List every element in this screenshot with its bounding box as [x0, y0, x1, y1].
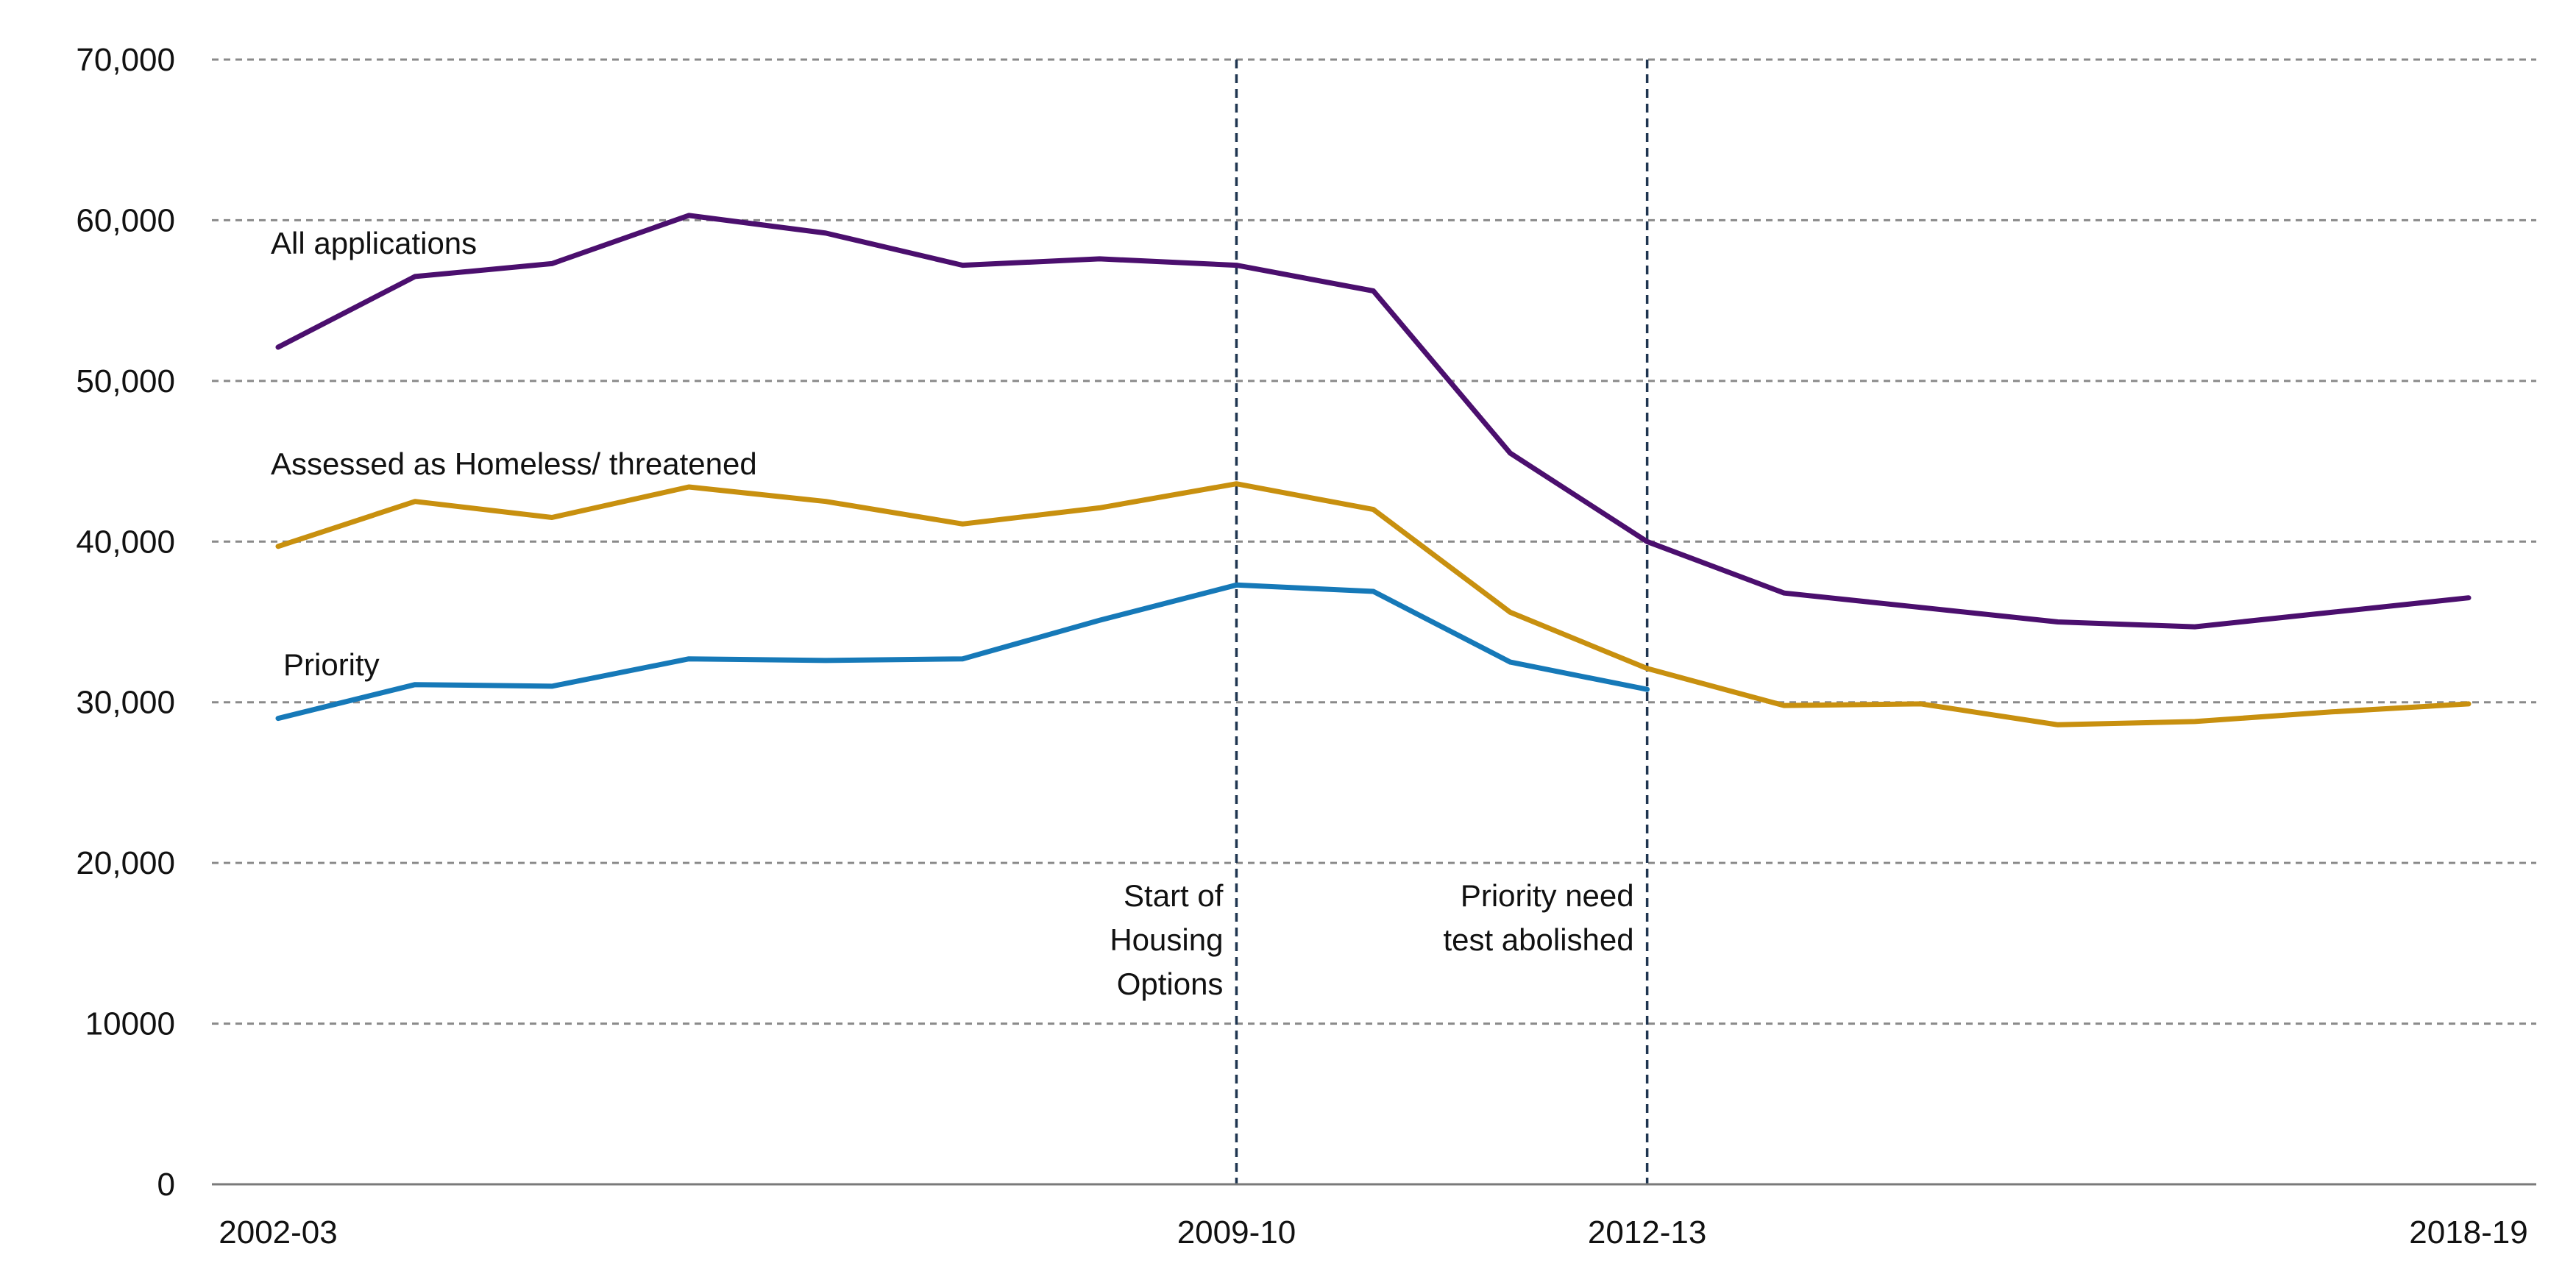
y-tick-label: 20,000 — [76, 845, 175, 881]
y-tick-label: 0 — [157, 1167, 175, 1203]
labels: 0 10000 20,000 30,000 40,000 50,000 60,000 70,0… — [76, 42, 2527, 1250]
x-tick-label: 2009-10 — [1177, 1214, 1296, 1250]
series-lines — [275, 213, 2472, 727]
annotation-label: Start of Housing Options — [1110, 878, 1223, 1001]
series-label: Priority — [283, 647, 380, 682]
series-line — [275, 582, 1650, 722]
y-tick-label: 60,000 — [76, 202, 175, 238]
series-label: All applications — [271, 226, 477, 260]
x-tick-label: 2012-13 — [1588, 1214, 1706, 1250]
y-tick-label: 70,000 — [76, 42, 175, 78]
annotation-label-line: test abolished — [1443, 922, 1633, 957]
annotation-label-line: Options — [1117, 967, 1224, 1001]
gridlines — [212, 58, 2536, 1025]
series-line — [275, 481, 2472, 727]
y-tick-label: 10000 — [85, 1006, 175, 1042]
annotation-label: Priority need test abolished — [1443, 878, 1633, 957]
annotation-label-line: Priority need — [1461, 878, 1634, 913]
x-tick-label: 2002-03 — [219, 1214, 337, 1250]
y-tick-label: 30,000 — [76, 685, 175, 721]
y-tick-label: 50,000 — [76, 363, 175, 399]
annotation-label-line: Housing — [1110, 922, 1223, 957]
y-tick-label: 40,000 — [76, 524, 175, 560]
series-line — [275, 213, 2472, 630]
x-tick-label: 2018-19 — [2409, 1214, 2527, 1250]
series-label: Assessed as Homeless/ threatened — [271, 446, 757, 481]
annotation-label-line: Start of — [1124, 878, 1224, 913]
annotation-lines — [1235, 60, 1649, 1184]
